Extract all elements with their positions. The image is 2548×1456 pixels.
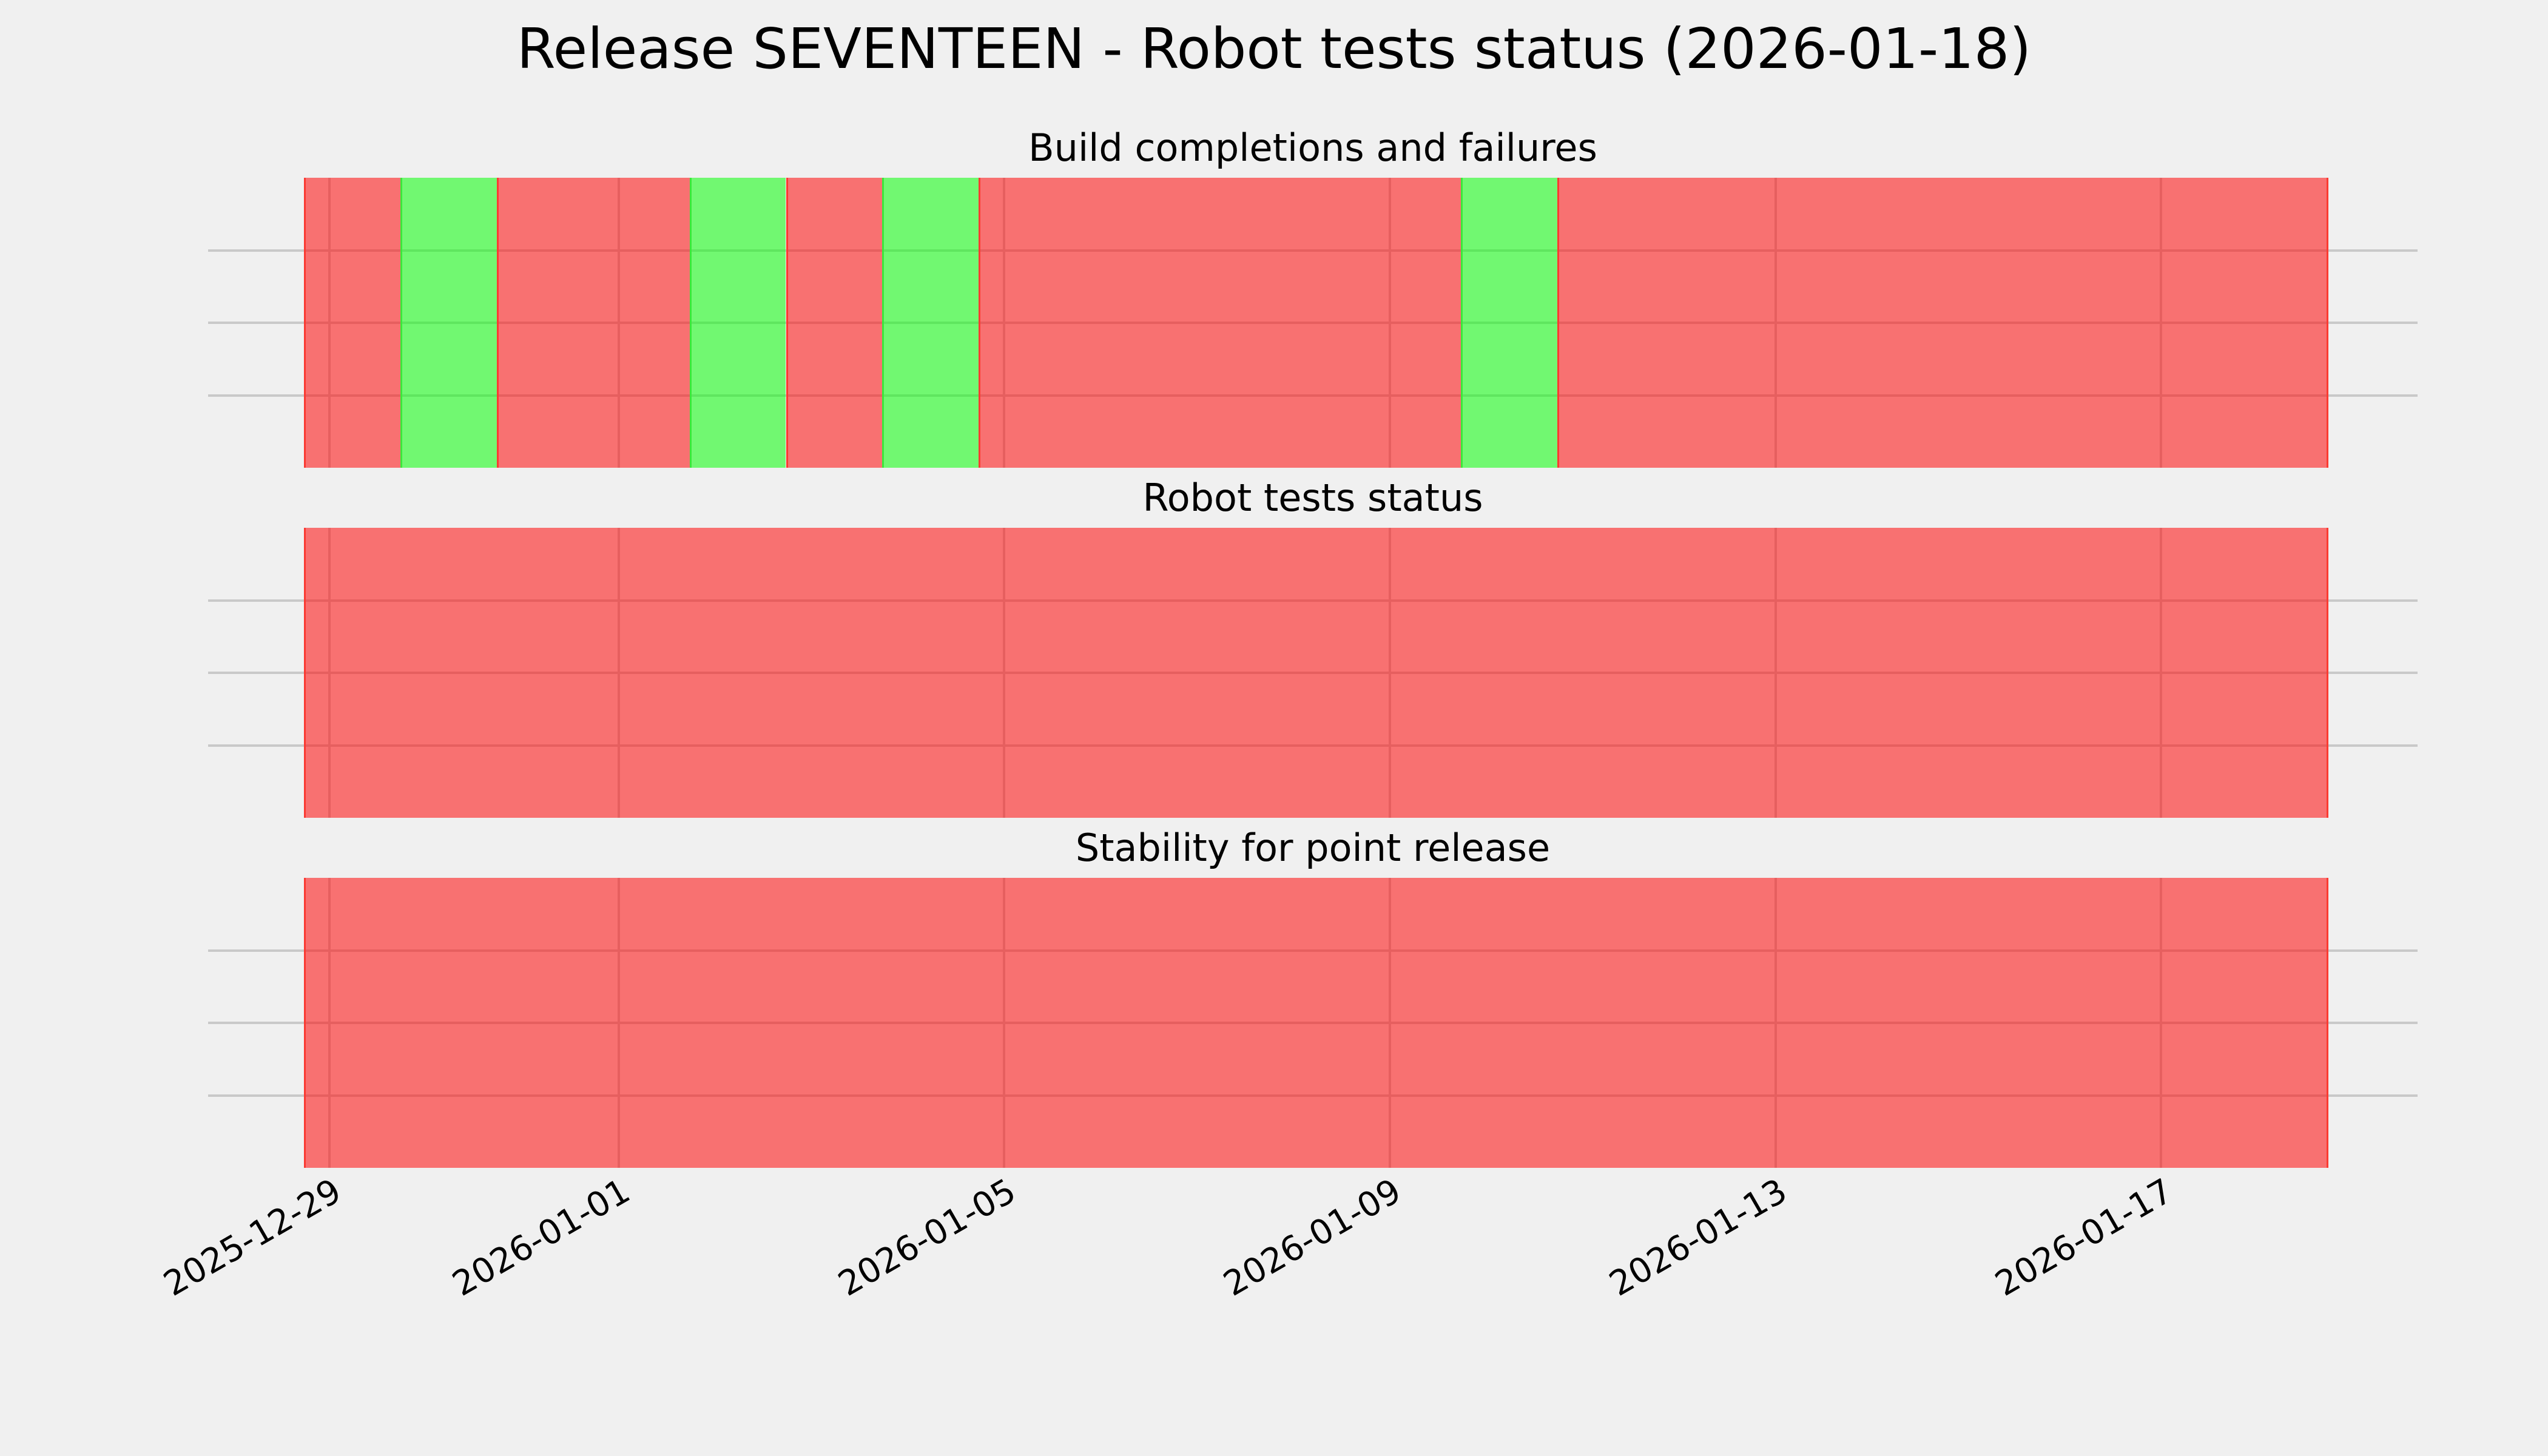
bar-run-fail: [786, 178, 883, 468]
x-tick-label: 2026-01-05: [831, 1171, 1023, 1304]
x-tick-label: 2026-01-17: [1988, 1171, 2180, 1304]
x-tick-label: 2026-01-09: [1217, 1171, 1408, 1304]
bar-run-fail: [1557, 178, 2328, 468]
subplot-1-axes-build-completions: [208, 178, 2418, 468]
bar-run-fail: [979, 178, 1461, 468]
subplot-3-axes-stability: [208, 878, 2418, 1168]
bar-run-pass: [882, 178, 979, 468]
figure-title: Release SEVENTEEN - Robot tests status (…: [516, 16, 2032, 81]
bar-run-fail: [304, 178, 400, 468]
bar-run-fail: [496, 178, 690, 468]
subplot-2-title: Robot tests status: [1142, 476, 1483, 520]
subplot-2-axes-robot-tests: [208, 528, 2418, 818]
x-tick-label: 2025-12-29: [157, 1171, 348, 1304]
bar-run-pass: [689, 178, 786, 468]
subplot-3-title: Stability for point release: [1075, 826, 1551, 870]
bar-run-fail: [304, 528, 2328, 818]
x-tick-label: 2026-01-01: [446, 1171, 637, 1304]
subplot-1-title: Build completions and failures: [1028, 126, 1597, 170]
bar-run-pass: [400, 178, 497, 468]
x-tick-label: 2026-01-13: [1603, 1171, 1794, 1304]
bar-run-pass: [1460, 178, 1557, 468]
bar-run-fail: [304, 878, 2328, 1168]
